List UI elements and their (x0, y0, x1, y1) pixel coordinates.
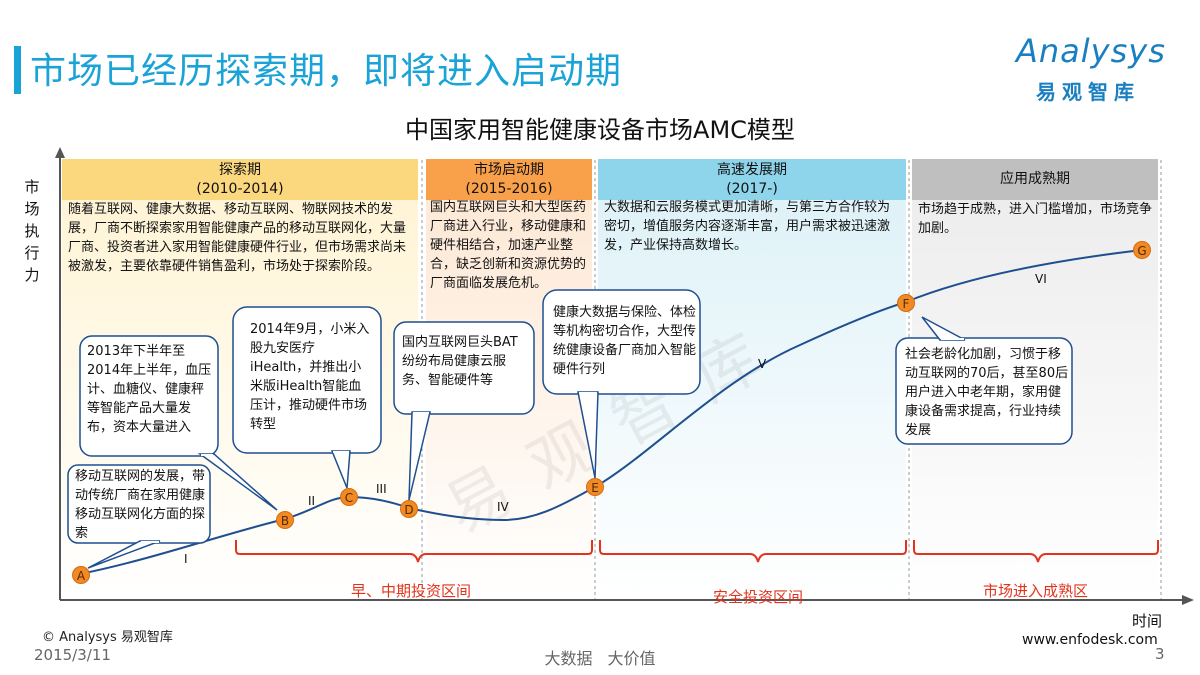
footer-website: www.enfodesk.com (1022, 632, 1158, 648)
segment-ii: II (308, 494, 316, 508)
logo-wordmark: Analysys (1016, 32, 1166, 70)
title-accent-bar (14, 46, 21, 94)
phase-header-growth: 高速发展期 (2017-) (598, 159, 906, 200)
page-title: 市场已经历探索期，即将进入启动期 (30, 51, 623, 92)
footer-date: 2015/3/11 (34, 646, 111, 664)
callout-c2-text: 移动互联网的发展，带动传统厂商在家用健康移动互联网化方面的探索 (75, 469, 206, 541)
callout-c4-shape (393, 321, 535, 415)
callout-c6-text: 社会老龄化加剧，习惯于移动互联网的70后，甚至80后用户进入中老年期，家用健康设… (905, 347, 1069, 438)
range-bracket-early (235, 540, 593, 563)
range-bracket-safe (599, 540, 907, 563)
range-label-safe: 安全投资区间 (713, 588, 804, 606)
y-axis-arrow (55, 147, 65, 158)
point-a: A (72, 566, 90, 584)
phase-period: (2010-2014) (196, 181, 284, 197)
segment-vi: VI (1035, 272, 1047, 286)
point-f: F (897, 294, 915, 312)
phase-name: 高速发展期 (717, 162, 787, 178)
segment-i: I (184, 552, 188, 566)
chart-title: 中国家用智能健康设备市场AMC模型 (405, 116, 795, 144)
callout-c3-shape (232, 306, 382, 454)
logo-cn-text: 易观智库 (1036, 80, 1140, 104)
callout-c3-tail (330, 450, 351, 489)
phase-bg-growth (598, 200, 906, 600)
callout-c4-tail (408, 411, 431, 501)
x-axis-arrow (1182, 595, 1194, 605)
footer-slogan: 大数据 大价值 (544, 649, 656, 668)
range-label-mature: 市场进入成熟区 (983, 582, 1089, 600)
point-b: B (276, 511, 294, 529)
range-bracket-mature (913, 540, 1159, 563)
point-g: G (1133, 241, 1151, 259)
phase-header-launch: 市场启动期 (2015-2016) (426, 159, 592, 200)
phase-name: 探索期 (219, 162, 261, 178)
point-e: E (586, 478, 604, 496)
callout-c5-text: 健康大数据与保险、体检等机构密切合作，大型传统健康设备厂商加入智能硬件行列 (553, 305, 697, 377)
callout-c6-shape (895, 337, 1073, 445)
point-c: C (340, 488, 358, 506)
callout-c1-tail (197, 453, 278, 511)
x-axis-label: 时间 (1132, 612, 1163, 630)
point-d: D (400, 500, 418, 518)
phase-period: (2017-) (726, 181, 778, 197)
phase-header-exploration: 探索期 (2010-2014) (62, 159, 418, 200)
segment-iv: IV (497, 500, 509, 514)
segment-iii: III (376, 482, 387, 496)
y-axis-label: 市场执行力 (24, 178, 40, 284)
callout-c4-text: 国内互联网巨头BAT纷纷布局健康云服务、智能硬件等 (402, 335, 518, 388)
callout-c1-text: 2013年下半年至2014年上半年，血压计、血糖仪、健康秤等智能产品大量发布，资… (87, 344, 212, 435)
phase-name: 市场启动期 (474, 162, 544, 178)
callout-c6-tail (921, 316, 966, 341)
phase-text-mature: 市场趋于成熟，进入门槛增加，市场竞争加剧。 (918, 202, 1153, 236)
phase-text-exploration: 随着互联网、健康大数据、移动互联网、物联网技术的发展，厂商不断探索家用智能健康产… (68, 202, 407, 274)
callout-c3-text: 2014年9月，小米入股九安医疗iHealth，并推出小米版iHealth智能血… (250, 322, 370, 432)
callout-c1-shape (79, 335, 219, 457)
phase-period: (2015-2016) (465, 181, 553, 197)
segment-v: V (758, 357, 767, 371)
page-number: 3 (1155, 645, 1165, 663)
phase-text-launch: 国内互联网巨头和大型医药厂商进入行业，移动健康和硬件相结合，加速产业整合，缺乏创… (430, 200, 587, 291)
callout-c5-shape (542, 289, 701, 395)
phase-name: 应用成熟期 (1000, 171, 1070, 187)
phase-text-growth: 大数据和云服务模式更加清晰，与第三方合作较为密切，增值服务内容逐渐丰富，用户需求… (604, 200, 891, 253)
range-label-early: 早、中期投资区间 (351, 582, 472, 600)
copyright: © Analysys 易观智库 (42, 630, 173, 645)
phase-header-mature: 应用成熟期 (912, 159, 1158, 200)
analysys-logo: Analysys 易观智库 (996, 32, 1166, 112)
